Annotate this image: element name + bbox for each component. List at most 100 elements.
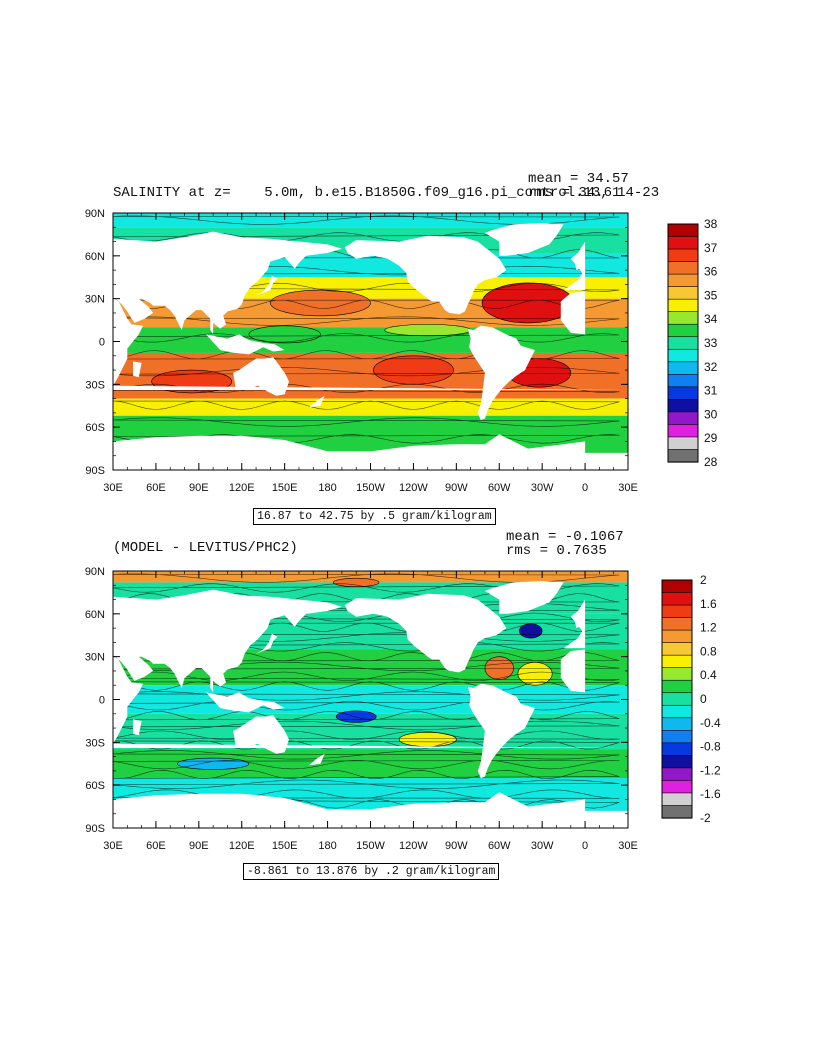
panel2-colorbar-label: 2 — [700, 573, 707, 587]
panel1-colorbar-label: 33 — [704, 336, 718, 350]
panel2-land-nz — [309, 753, 325, 766]
panel1-colorbar-label: 36 — [704, 265, 718, 279]
panel2-ylabel: 90S — [85, 823, 105, 835]
panel1-map-group: 90N 60N 30N 0 30S 60S 90S 30E 60E 90E 120E 150E 180 1… — [85, 208, 718, 494]
panel1-anomaly-blob — [384, 324, 471, 337]
panel2-colorbar-cell — [661, 629, 693, 644]
panel2-land-africaW — [560, 649, 586, 693]
panel1-colorbar-cell — [667, 298, 699, 313]
panel2-contour-line — [113, 720, 620, 731]
panel2-xlabel: 30E — [618, 840, 638, 852]
panel2-colorbar-cell — [661, 592, 693, 606]
panel2-ylabel: 90N — [85, 566, 105, 578]
panel2-ocean-band — [113, 685, 628, 714]
panel1-ylabel: 30N — [85, 294, 105, 306]
panel2-contour-line — [113, 681, 620, 691]
panel1-xlabel: 0 — [582, 482, 588, 494]
panel2-colorbar-cell — [661, 704, 693, 719]
panel2-colorbar-cell — [661, 642, 693, 656]
panel1-xlabel: 90E — [189, 482, 209, 494]
panel1-contour-line — [113, 367, 620, 377]
panel2-land-indonesia — [206, 692, 285, 713]
panel2-contour-line — [113, 661, 620, 671]
panel2-colorbar-cell — [661, 730, 693, 744]
panel1-xlabel: 30E — [103, 482, 123, 494]
panel2-xlabel: 60W — [488, 840, 511, 852]
panel2-land-australia — [233, 715, 289, 754]
panel2-contour-line — [113, 691, 620, 701]
panel1-land-greenland — [484, 223, 564, 256]
panel1-anomaly-blob — [248, 325, 321, 344]
panel1-land-europe — [542, 241, 586, 291]
panel1-colorbar-cell — [667, 374, 699, 388]
panel1-ylabel: 90S — [85, 465, 105, 477]
panel1-colorbar-label: 35 — [704, 288, 718, 302]
panel2-contour-line — [113, 671, 620, 681]
panel2-map-group: 90N 60N 30N 0 30S 60S 90S 30E 60E 90E 120E 150E 180 1… — [85, 566, 721, 852]
panel1-colorbar-frame — [667, 223, 699, 463]
panel1-contour-line — [113, 400, 620, 410]
panel2-colorbar: 2 1.6 1.2 0.8 0.4 0 -0.4 -0.8 -1.2 -1.6 -2 — [661, 573, 721, 825]
panel1-colorbar-label: 34 — [704, 312, 718, 326]
panel1-colorbar-label: 32 — [704, 360, 718, 374]
panel1-title: SALINITY at z= 5.0m, b.e15.B1850G.f09_g1… — [113, 185, 660, 201]
panel2-contour-line — [113, 701, 620, 711]
panel2-xlabel: 90E — [189, 840, 209, 852]
panel2-xlabel: 30W — [531, 840, 554, 852]
panel1-ocean-band — [113, 327, 628, 353]
panel2-colorbar-cell — [661, 780, 693, 794]
panel1-colorbar-cell — [667, 273, 699, 288]
panel2-colorbar-cell — [661, 679, 693, 694]
panel2-colorbar-cell — [661, 617, 693, 631]
panel1-ylabel: 0 — [99, 337, 105, 349]
panel1-colorbar-cell — [667, 323, 699, 338]
panel2-colorbar-cell — [661, 805, 693, 819]
panel1-land-antarctica — [113, 434, 586, 470]
panel1-colorbar-cell — [667, 336, 699, 350]
panel2-colorbar-label: 0 — [700, 692, 707, 706]
panel2-anomaly-blob — [335, 710, 377, 723]
panel1-land-japan — [256, 275, 278, 296]
panel1-ylabel: 90N — [85, 208, 105, 220]
panel1-colorbar-cell — [667, 223, 699, 238]
panel2-xlabel: 120W — [399, 840, 428, 852]
panel2-colorbar-cell — [661, 755, 693, 769]
panel2-colorbar-cell — [661, 767, 693, 782]
panel2-xlabel: 0 — [582, 840, 588, 852]
panel1-xlabel: 30E — [618, 482, 638, 494]
panel1-land-africaW — [560, 291, 586, 335]
panel1-colorbar-label: 38 — [704, 217, 718, 231]
panel1-contour-line — [113, 333, 620, 343]
panel2-ylabel: 30N — [85, 652, 105, 664]
panel2-land-americasN — [344, 593, 507, 673]
panel2-anomaly-blob — [177, 757, 250, 770]
panel1-colorbar-cell — [667, 248, 699, 263]
panel2-range-label: -8.861 to 13.876 by .2 gram/kilogram — [243, 863, 500, 880]
panel1-plot-area — [113, 213, 628, 470]
panel2-xlabel: 150E — [272, 840, 298, 852]
panel2-ylabel: 60S — [85, 780, 105, 792]
panel1-rms: rms = 34.61 — [528, 185, 621, 201]
panel2-colorbar-cell — [661, 742, 693, 756]
panel1-range-label: 16.87 to 42.75 by .5 gram/kilogram — [253, 508, 496, 525]
panel2-contour-line — [113, 769, 620, 779]
panel1-land-indonesia — [206, 334, 285, 355]
panel2-colorbar-label: -1.6 — [700, 787, 721, 801]
panel2-colorbar-label: 1.6 — [700, 597, 717, 611]
panel1-colorbar-cell — [667, 399, 699, 413]
panel1-land-nz — [309, 395, 325, 408]
panel1-mean: mean = 34.57 — [528, 171, 629, 187]
panel2-land-greenland — [484, 581, 564, 614]
panel2-xlabel: 30E — [103, 840, 123, 852]
panel2-colorbar-label: -1.2 — [700, 763, 721, 777]
panel2-ylabel: 30S — [85, 737, 105, 749]
panel2-colorbar-label: 0.4 — [700, 668, 717, 682]
panel2-ylabel: 60N — [85, 609, 105, 621]
panel2-colorbar-label: -0.8 — [700, 740, 721, 754]
panel1-contour-line — [113, 417, 620, 427]
panel2-ylabel: 0 — [99, 695, 105, 707]
panel2-colorbar-frame — [661, 579, 693, 819]
panel2-colorbar-cell — [661, 717, 693, 731]
